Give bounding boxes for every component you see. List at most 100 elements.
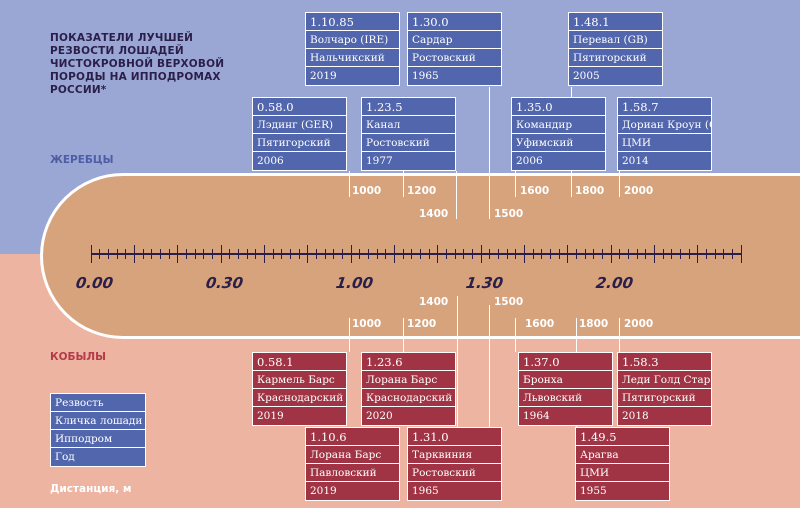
stallions-section-label: ЖЕРЕБЦЫ (50, 154, 114, 166)
axis-tick (359, 249, 361, 259)
axis-tick (688, 249, 690, 259)
axis-tick (385, 249, 387, 259)
record-track: Пятигорский (618, 389, 711, 407)
record-track: Краснодарский (253, 389, 346, 407)
record-time: 0.58.0 (253, 98, 346, 116)
connector-line (457, 296, 459, 427)
record-track: Краснодарский (362, 389, 455, 407)
axis-tick (714, 249, 716, 259)
axis-tick (263, 245, 265, 263)
mare-record-box: 1.23.6 Лорана Барс Краснодарский 2020 (361, 352, 456, 426)
record-time: 1.48.1 (569, 13, 662, 31)
axis-tick (575, 249, 577, 259)
axis-tick (237, 249, 239, 259)
axis-tick (489, 249, 491, 259)
axis-tick (619, 249, 621, 259)
record-track: Павловский (306, 464, 399, 482)
record-time: 1.58.3 (618, 353, 711, 371)
axis-tick (246, 249, 248, 259)
record-track: Уфимский (512, 134, 605, 152)
axis-tick (705, 249, 707, 259)
axis-tick (168, 249, 170, 259)
connector-line (403, 171, 405, 197)
axis-tick (185, 249, 187, 259)
record-horse: Лорана Барс (362, 371, 455, 389)
record-track: Пятигорский (569, 49, 662, 67)
axis-tick-label: 0.30 (204, 274, 245, 292)
record-horse: Лэдинг (GER) (253, 116, 346, 134)
axis-tick (523, 245, 525, 263)
connector-line (349, 171, 351, 197)
connector-line (403, 318, 405, 352)
stallion-record-box: 1.48.1 Перевал (GB) Пятигорский 2005 (568, 12, 663, 86)
record-horse: Тарквиния (408, 446, 501, 464)
record-year: 2014 (622, 155, 649, 167)
axis-tick (593, 249, 595, 259)
stallion-distance-label: 1400 (419, 208, 449, 220)
axis-tick (627, 249, 629, 259)
record-track: Львовский (519, 389, 612, 407)
axis-tick (740, 245, 742, 263)
mares-section-label: КОБЫЛЫ (50, 351, 106, 363)
record-horse: Арагва (576, 446, 669, 464)
mare-distance-label: 1800 (579, 318, 609, 330)
axis-tick (393, 245, 395, 263)
axis-tick (445, 249, 447, 259)
axis-tick (558, 249, 560, 259)
record-horse: Дориан Кроун (GB) (618, 116, 711, 134)
mare-record-box: 1.10.6 Лорана Барс Павловский 2019 (305, 427, 400, 501)
axis-tick (411, 249, 413, 259)
connector-line (619, 171, 621, 197)
record-track: Нальчикский (306, 49, 399, 67)
mare-record-box: 1.31.0 Тарквиния Ростовский 1965 (407, 427, 502, 501)
record-track: ЦМИ (576, 464, 669, 482)
axis-tick (324, 249, 326, 259)
record-time: 1.31.0 (408, 428, 501, 446)
axis-tick (315, 249, 317, 259)
record-time: 1.37.0 (519, 353, 612, 371)
record-horse: Леди Голд Стар (USA) (618, 371, 711, 389)
record-year: 1955 (580, 485, 607, 497)
axis-tick (636, 249, 638, 259)
axis-tick (645, 249, 647, 259)
stallion-distance-label: 1600 (520, 185, 550, 197)
axis-tick (662, 249, 664, 259)
axis-tick (194, 249, 196, 259)
mare-record-box: 0.58.1 Кармель Барс Краснодарский 2019 (252, 352, 347, 426)
record-time: 1.10.85 (306, 13, 399, 31)
record-horse: Волчаро (IRE) (306, 31, 399, 49)
record-year: 2019 (257, 410, 284, 422)
record-track: ЦМИ (618, 134, 711, 152)
axis-tick (601, 249, 603, 259)
axis-tick (99, 249, 101, 259)
record-year: 1977 (366, 155, 393, 167)
record-time: 0.58.1 (253, 353, 346, 371)
axis-tick (177, 245, 179, 263)
axis-tick (653, 245, 655, 263)
axis-tick (229, 249, 231, 259)
record-horse: Сардар (408, 31, 501, 49)
record-horse: Бронха (519, 371, 612, 389)
axis-tick (142, 249, 144, 259)
axis-tick (255, 249, 257, 259)
axis-tick (211, 249, 213, 259)
axis-tick (220, 245, 222, 263)
axis-tick (463, 249, 465, 259)
record-horse: Лорана Барс (306, 446, 399, 464)
axis-tick (159, 249, 161, 259)
stallion-distance-label: 1200 (407, 185, 437, 197)
axis-tick (567, 245, 569, 263)
mare-record-box: 1.37.0 Бронха Львовский 1964 (518, 352, 613, 426)
record-track: Пятигорский (253, 134, 346, 152)
axis-tick (376, 249, 378, 259)
stallion-record-box: 1.23.5 Канал Ростовский 1977 (361, 97, 456, 171)
axis-tick-label: 1.30 (464, 274, 505, 292)
record-time: 1.30.0 (408, 13, 501, 31)
axis-tick (723, 249, 725, 259)
axis-tick (731, 249, 733, 259)
axis-tick (480, 245, 482, 263)
legend: Резвость Кличка лошади Ипподром Год (50, 393, 146, 467)
connector-line (489, 87, 491, 219)
axis-tick-label: 2.00 (594, 274, 635, 292)
connector-line (456, 171, 458, 219)
